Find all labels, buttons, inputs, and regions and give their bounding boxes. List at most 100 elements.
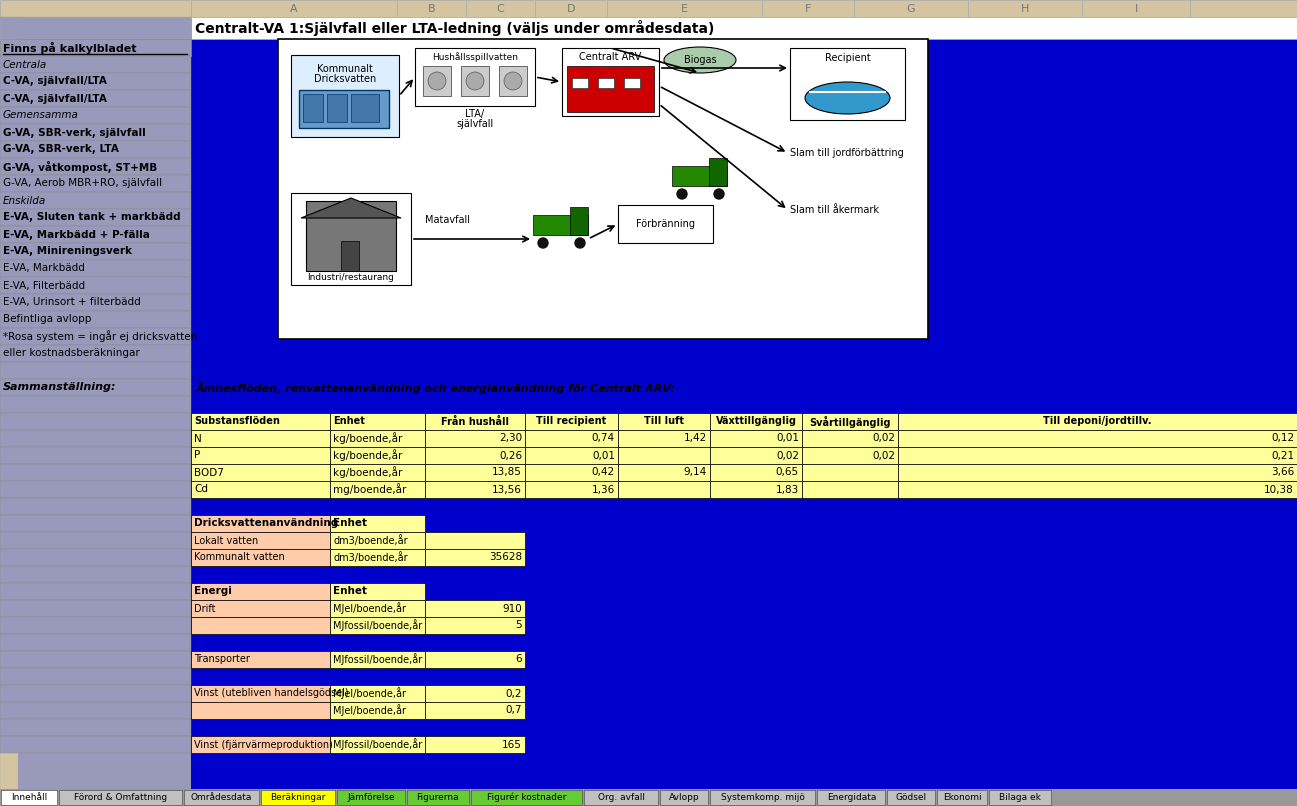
Bar: [0, 39, 191, 56]
Bar: [191, 549, 329, 566]
Text: 0,01: 0,01: [776, 434, 799, 443]
Bar: [337, 790, 405, 805]
Bar: [0, 515, 191, 532]
Bar: [0, 447, 191, 464]
Bar: [802, 430, 898, 447]
Text: Hushållsspillvatten: Hushållsspillvatten: [432, 52, 518, 62]
Text: Enhet: Enhet: [333, 587, 367, 596]
Bar: [0, 498, 191, 515]
Bar: [425, 430, 525, 447]
Bar: [425, 617, 525, 634]
Text: G-VA, SBR-verk, självfall: G-VA, SBR-verk, självfall: [3, 127, 145, 138]
Text: Bilaga ek: Bilaga ek: [999, 793, 1040, 802]
Bar: [0, 17, 191, 806]
Text: 0,01: 0,01: [591, 451, 615, 460]
Bar: [191, 600, 329, 617]
Bar: [567, 66, 654, 112]
Bar: [525, 464, 617, 481]
Text: 1,42: 1,42: [684, 434, 707, 443]
Bar: [1191, 0, 1297, 17]
Text: kg/boende,år: kg/boende,år: [333, 467, 402, 479]
Bar: [425, 413, 525, 430]
Bar: [617, 464, 709, 481]
Text: 13,85: 13,85: [492, 467, 521, 477]
Text: MJfossil/boende,år: MJfossil/boende,år: [333, 654, 423, 666]
Text: Vinst (utebliven handelsgödsel): Vinst (utebliven handelsgödsel): [195, 688, 349, 699]
Bar: [425, 600, 525, 617]
Bar: [598, 78, 613, 88]
Text: 0,02: 0,02: [872, 434, 895, 443]
Bar: [1, 790, 57, 805]
Text: *Rosa system = ingår ej dricksvatten: *Rosa system = ingår ej dricksvatten: [3, 330, 197, 343]
Bar: [0, 192, 191, 209]
Bar: [898, 430, 1297, 447]
Text: Gemensamma: Gemensamma: [3, 110, 79, 121]
Text: Enhet: Enhet: [333, 518, 367, 529]
Bar: [329, 481, 425, 498]
Text: E-VA, Urinsort + filterbädd: E-VA, Urinsort + filterbädd: [3, 297, 141, 308]
Bar: [569, 207, 588, 235]
Text: 910: 910: [502, 604, 521, 613]
Bar: [562, 48, 659, 116]
Text: G-VA, våtkompost, ST+MB: G-VA, våtkompost, ST+MB: [3, 160, 157, 172]
Bar: [0, 379, 191, 396]
Bar: [329, 617, 425, 634]
Text: Avlopp: Avlopp: [669, 793, 699, 802]
Text: E: E: [681, 3, 687, 14]
Polygon shape: [301, 198, 401, 218]
Text: Energi: Energi: [195, 587, 232, 596]
Text: P: P: [195, 451, 200, 460]
Bar: [329, 702, 425, 719]
Bar: [466, 0, 534, 17]
Bar: [191, 685, 329, 702]
Text: dm3/boende,år: dm3/boende,år: [333, 552, 407, 563]
Bar: [709, 430, 802, 447]
Bar: [191, 736, 329, 753]
Bar: [802, 481, 898, 498]
Bar: [0, 668, 191, 685]
Bar: [802, 464, 898, 481]
Bar: [709, 464, 802, 481]
Circle shape: [575, 238, 585, 248]
Text: 2,30: 2,30: [499, 434, 521, 443]
Text: 0,02: 0,02: [776, 451, 799, 460]
Text: 0,21: 0,21: [1271, 451, 1294, 460]
Bar: [0, 260, 191, 277]
Text: 0,7: 0,7: [506, 705, 521, 716]
Bar: [397, 0, 466, 17]
Text: 165: 165: [502, 739, 521, 750]
Bar: [329, 447, 425, 464]
Text: Växttillgänglig: Växttillgänglig: [716, 417, 796, 426]
Text: Ämnesflöden, renvattenanvändning och energianvändning för Centralt ARV:: Ämnesflöden, renvattenanvändning och ene…: [196, 381, 676, 393]
Text: C-VA, självfall/LTA: C-VA, självfall/LTA: [3, 77, 106, 86]
Text: 35628: 35628: [489, 552, 521, 563]
Bar: [0, 328, 191, 345]
Bar: [0, 17, 191, 39]
Text: Från hushåll: Från hushåll: [441, 417, 508, 426]
Bar: [709, 413, 802, 430]
Bar: [534, 0, 607, 17]
Circle shape: [505, 72, 521, 90]
Bar: [499, 66, 527, 96]
Bar: [425, 685, 525, 702]
Text: MJel/boende,år: MJel/boende,år: [333, 688, 406, 700]
Bar: [607, 0, 763, 17]
Text: F: F: [805, 3, 811, 14]
Bar: [0, 175, 191, 192]
Text: D: D: [567, 3, 576, 14]
Bar: [329, 413, 425, 430]
Text: kg/boende,år: kg/boende,år: [333, 450, 402, 462]
Text: Systemkomp. mijö: Systemkomp. mijö: [721, 793, 804, 802]
Bar: [191, 430, 329, 447]
Bar: [306, 201, 396, 271]
Text: 0,42: 0,42: [591, 467, 615, 477]
Text: 1,36: 1,36: [591, 484, 615, 495]
Bar: [425, 736, 525, 753]
Text: BOD7: BOD7: [195, 467, 224, 477]
Bar: [0, 209, 191, 226]
Bar: [300, 90, 389, 128]
Text: 0,02: 0,02: [872, 451, 895, 460]
Bar: [887, 790, 935, 805]
Bar: [0, 311, 191, 328]
Text: 0,65: 0,65: [776, 467, 799, 477]
